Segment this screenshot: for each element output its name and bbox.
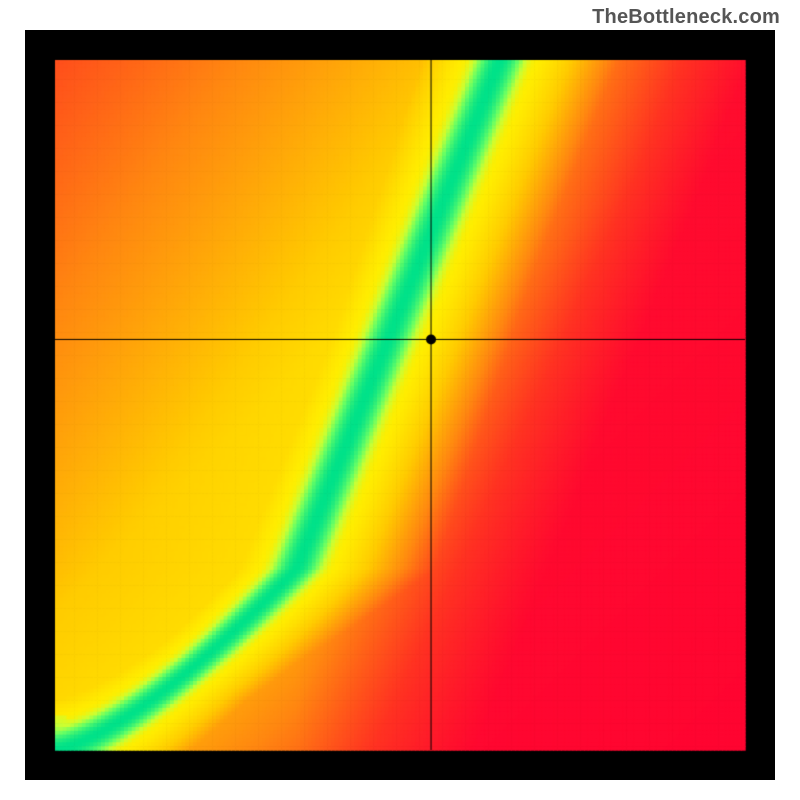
attribution-label: TheBottleneck.com [592,6,780,29]
plot-area [25,30,775,780]
heatmap-canvas [25,30,775,780]
chart-container: TheBottleneck.com [0,0,800,800]
